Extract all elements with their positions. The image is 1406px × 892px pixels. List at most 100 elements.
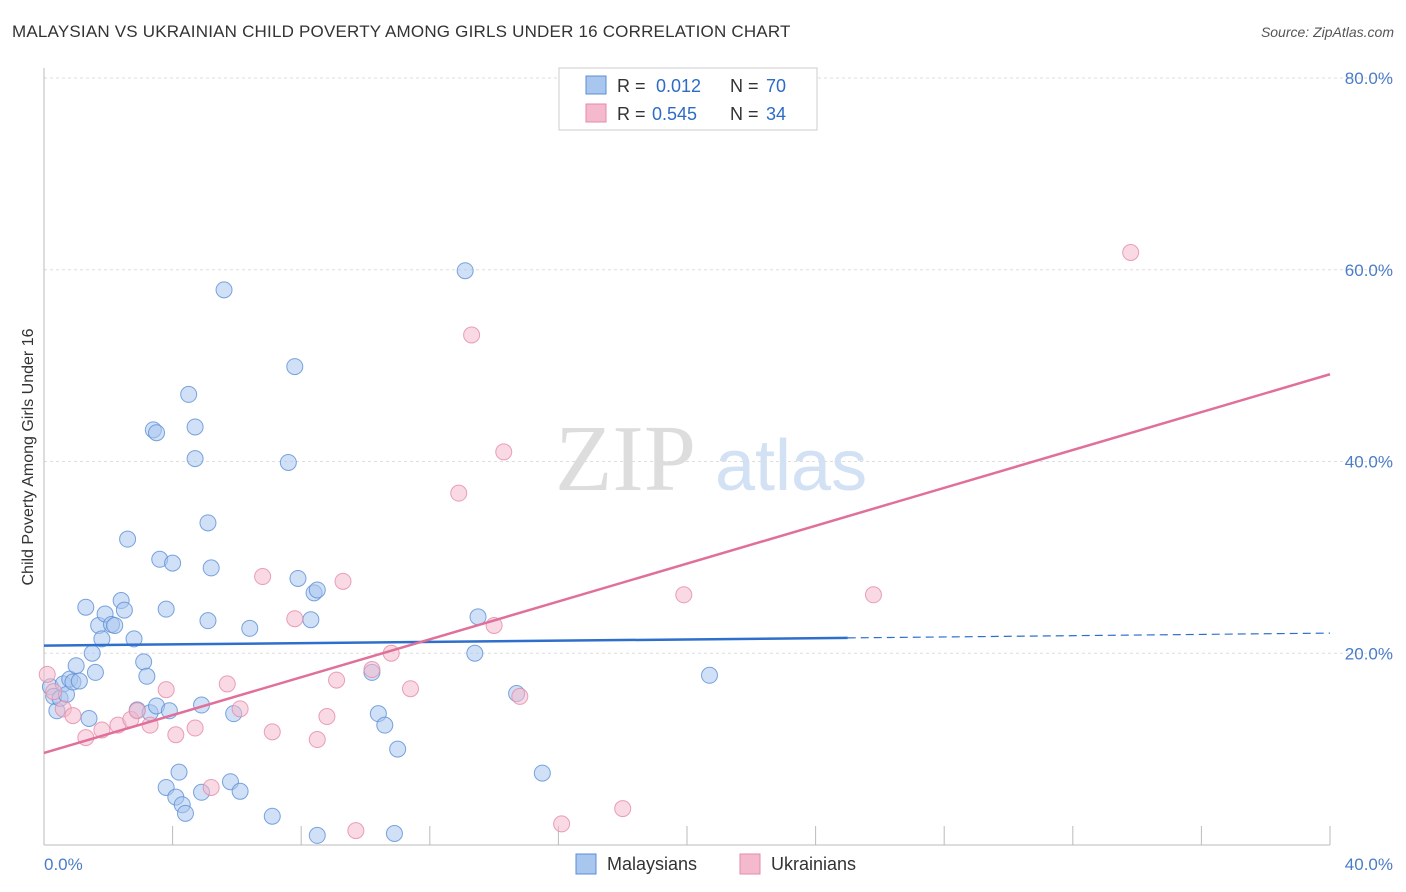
data-point-ukrainians — [202, 778, 220, 796]
data-point-ukrainians — [286, 610, 304, 628]
tick-labels: 20.0% 40.0% 60.0% 80.0% 0.0% 40.0% — [44, 69, 1393, 874]
data-point-malaysians — [385, 824, 403, 842]
data-point-malaysians — [164, 554, 182, 572]
data-point-ukrainians — [318, 708, 336, 726]
data-point-ukrainians — [308, 731, 326, 749]
legend-r-label-1: R = — [617, 76, 646, 96]
legend-n-label-1: N = — [730, 76, 759, 96]
y-tick-label: 80.0% — [1345, 69, 1393, 88]
data-point-ukrainians — [363, 661, 381, 679]
legend-n-label-2: N = — [730, 104, 759, 124]
gridlines — [44, 77, 1393, 654]
data-point-ukrainians — [167, 726, 185, 744]
data-point-ukrainians — [553, 815, 571, 833]
data-point-malaysians — [533, 764, 551, 782]
data-point-malaysians — [106, 616, 124, 634]
data-point-malaysians — [135, 653, 153, 671]
trendline-malaysians — [43, 636, 848, 647]
trend-lines — [43, 373, 1331, 755]
trendline-ukrainians — [43, 373, 1331, 755]
x-tick-label: 40.0% — [1345, 855, 1393, 874]
data-point-malaysians — [199, 514, 217, 532]
data-point-malaysians — [67, 657, 85, 675]
data-point-malaysians — [202, 559, 220, 577]
legend-r-value-1: 0.012 — [656, 76, 701, 96]
data-point-malaysians — [186, 418, 204, 436]
data-point-ukrainians — [334, 572, 352, 590]
data-point-malaysians — [199, 612, 217, 630]
watermark-atlas: atlas — [715, 426, 867, 506]
data-point-malaysians — [180, 385, 198, 403]
data-point-malaysians — [93, 630, 111, 648]
trendline-malaysians-extension — [847, 632, 1331, 639]
data-point-ukrainians — [157, 681, 175, 699]
data-point-malaysians — [138, 667, 156, 685]
data-point-malaysians — [186, 450, 204, 468]
data-point-malaysians — [157, 600, 175, 618]
data-point-malaysians — [302, 611, 320, 629]
y-tick-label: 60.0% — [1345, 261, 1393, 280]
data-point-ukrainians — [64, 707, 82, 725]
data-point-malaysians — [77, 598, 95, 616]
data-point-ukrainians — [347, 822, 365, 840]
data-point-ukrainians — [254, 568, 272, 586]
data-point-ukrainians — [450, 484, 468, 502]
watermark-zip: ZIP — [555, 407, 696, 511]
data-point-ukrainians — [864, 586, 882, 604]
x-tick-label: 0.0% — [44, 855, 83, 874]
data-point-ukrainians — [231, 700, 249, 718]
data-point-malaysians — [80, 709, 98, 727]
legend-r-value-2: 0.545 — [652, 104, 697, 124]
data-point-malaysians — [231, 782, 249, 800]
chart-title: MALAYSIAN VS UKRAINIAN CHILD POVERTY AMO… — [12, 22, 791, 41]
data-point-ukrainians — [45, 683, 63, 701]
data-point-ukrainians — [218, 675, 236, 693]
data-point-malaysians — [308, 826, 326, 844]
data-point-ukrainians — [328, 671, 346, 689]
data-point-malaysians — [70, 672, 88, 690]
data-point-malaysians — [115, 601, 133, 619]
data-point-malaysians — [148, 424, 166, 442]
legend-n-value-1: 70 — [766, 76, 786, 96]
data-point-malaysians — [286, 358, 304, 376]
legend-swatch-malaysians-bottom — [575, 853, 597, 875]
data-point-malaysians — [289, 569, 307, 587]
axes — [43, 68, 1331, 846]
source-label: Source: ZipAtlas.com — [1260, 24, 1394, 40]
data-point-malaysians — [376, 716, 394, 734]
y-tick-label: 40.0% — [1345, 453, 1393, 472]
data-points — [38, 243, 1140, 844]
legend-swatch-ukrainians — [585, 103, 607, 123]
data-point-malaysians — [466, 644, 484, 662]
data-point-malaysians — [308, 581, 326, 599]
data-point-ukrainians — [511, 687, 529, 705]
legend-r-label-2: R = — [617, 104, 646, 124]
data-point-ukrainians — [495, 443, 513, 461]
data-point-malaysians — [119, 530, 137, 548]
data-point-malaysians — [170, 763, 188, 781]
data-point-ukrainians — [614, 800, 632, 818]
data-point-malaysians — [263, 807, 281, 825]
data-point-malaysians — [83, 644, 101, 662]
y-tick-label: 20.0% — [1345, 644, 1393, 663]
data-point-malaysians — [176, 804, 194, 822]
data-point-malaysians — [389, 740, 407, 758]
data-point-ukrainians — [128, 702, 146, 720]
series-legend: Malaysians Ukrainians — [575, 853, 856, 875]
data-point-malaysians — [456, 262, 474, 280]
y-axis-title: Child Poverty Among Girls Under 16 — [20, 328, 37, 585]
data-point-ukrainians — [263, 723, 281, 741]
data-point-ukrainians — [402, 680, 420, 698]
legend-swatch-malaysians — [585, 75, 607, 95]
legend-label-malaysians: Malaysians — [607, 854, 697, 874]
data-point-ukrainians — [186, 719, 204, 737]
data-point-ukrainians — [38, 665, 56, 683]
data-point-ukrainians — [675, 586, 693, 604]
data-point-malaysians — [279, 453, 297, 471]
data-point-malaysians — [241, 619, 259, 637]
data-point-malaysians — [125, 630, 143, 648]
legend-label-ukrainians: Ukrainians — [771, 854, 856, 874]
data-point-malaysians — [701, 666, 719, 684]
data-point-ukrainians — [463, 326, 481, 344]
